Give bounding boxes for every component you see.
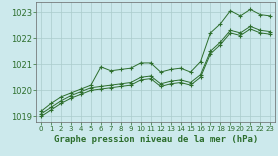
X-axis label: Graphe pression niveau de la mer (hPa): Graphe pression niveau de la mer (hPa) [54,135,258,144]
